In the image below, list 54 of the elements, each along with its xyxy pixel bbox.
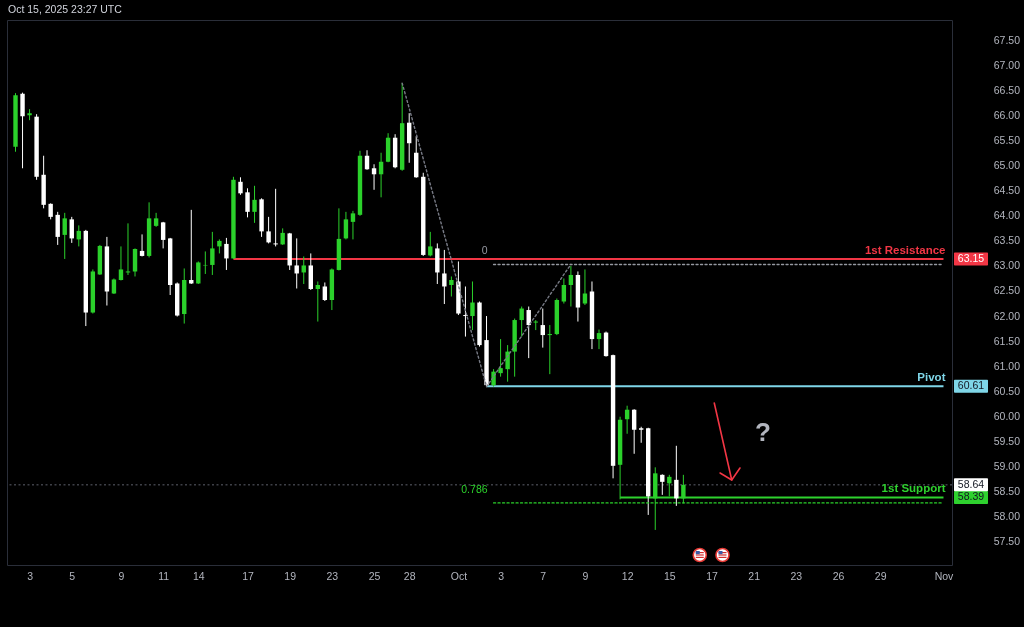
- y-tick-label: 63.00: [993, 259, 1021, 272]
- series-label: 0.786: [461, 482, 488, 495]
- y-tick-label: 61.00: [993, 359, 1021, 372]
- data-label: 60.61: [957, 379, 985, 392]
- series-label: Pivot: [917, 371, 946, 384]
- y-tick-label: 59.50: [993, 434, 1021, 447]
- x-tick-label: 3: [27, 569, 34, 582]
- x-tick-label: 3: [498, 569, 505, 582]
- annotation: ?: [755, 417, 771, 447]
- y-tick-label: 67.00: [993, 59, 1021, 72]
- y-tick-label: 58.00: [993, 509, 1021, 522]
- y-tick-label: 64.00: [993, 209, 1021, 222]
- y-tick-label: 61.50: [993, 334, 1021, 347]
- y-tick-label: 65.00: [993, 159, 1021, 172]
- x-tick-label: 19: [284, 569, 297, 582]
- x-tick-label: 15: [663, 569, 676, 582]
- y-tick-label: 62.50: [993, 284, 1021, 297]
- x-tick-label: 12: [621, 569, 634, 582]
- data-label: 63.15: [957, 251, 985, 264]
- x-tick-label: 21: [748, 569, 761, 582]
- x-tick-label: Oct: [450, 569, 468, 582]
- y-tick-label: 63.50: [993, 234, 1021, 247]
- series-label: 0: [481, 244, 488, 257]
- y-tick-label: 66.00: [993, 109, 1021, 122]
- x-tick-label: 28: [403, 569, 416, 582]
- x-tick-label: 9: [118, 569, 125, 582]
- x-tick-label: 23: [326, 569, 339, 582]
- x-tick-label: 17: [706, 569, 718, 582]
- x-tick-label: 11: [158, 569, 170, 582]
- x-tick-label: 26: [832, 569, 845, 582]
- x-tick-label: 14: [192, 569, 205, 582]
- y-tick-label: 57.50: [993, 534, 1021, 547]
- series-label: 1st Resistance: [864, 243, 946, 256]
- series-label: 1st Support: [881, 482, 946, 495]
- x-tick-label: 5: [69, 569, 76, 582]
- x-tick-label: 17: [242, 569, 254, 582]
- x-tick-label: 23: [790, 569, 803, 582]
- x-tick-label: Nov: [934, 569, 955, 582]
- y-tick-label: 60.50: [993, 384, 1021, 397]
- y-tick-label: 59.00: [993, 459, 1021, 472]
- y-tick-label: 62.00: [993, 309, 1021, 322]
- y-tick-label: 58.50: [993, 484, 1021, 497]
- y-tick-label: 64.50: [993, 184, 1021, 197]
- y-tick-label: 60.00: [993, 409, 1021, 422]
- ref-line-label: 58.64: [957, 477, 985, 490]
- x-tick-label: 29: [874, 569, 887, 582]
- y-tick-label: 67.50: [993, 34, 1021, 47]
- x-tick-label: 25: [368, 569, 381, 582]
- y-tick-label: 66.50: [993, 84, 1021, 97]
- data-label: 58.39: [957, 490, 985, 503]
- text: Oct 15, 2025 23:27 UTC: [8, 3, 123, 15]
- y-tick-label: 65.50: [993, 134, 1021, 147]
- x-tick-label: 7: [540, 569, 547, 582]
- x-tick-label: 9: [582, 569, 589, 582]
